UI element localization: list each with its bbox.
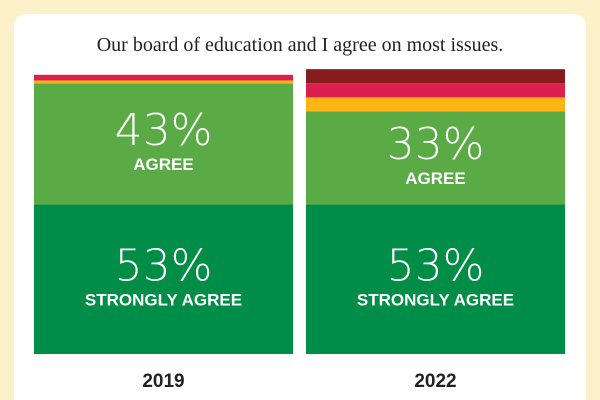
bar-2022-agree [306,111,565,205]
chart-title: Our board of education and I agree on mo… [96,34,504,56]
bar-2019-segment-2 [34,80,293,84]
data-label-2022-strongly-agree: 53% [387,240,485,291]
x-tick-label-2019: 2019 [142,371,184,392]
bar-2022-segment-2 [306,97,565,112]
segment-label-2022-agree: AGREE [405,169,465,188]
bar-2022-segment-3 [306,83,565,98]
bar-2019-strongly-agree [34,204,293,354]
bar-2019-agree [34,83,293,205]
segment-label-2019-strongly-agree: STRONGLY AGREE [85,290,242,309]
data-label-2022-agree: 33% [387,119,485,170]
x-tick-label-2022: 2022 [414,371,456,392]
segment-label-2022-strongly-agree: STRONGLY AGREE [357,290,514,309]
bar-2022-strongly-agree [306,204,565,354]
data-label-2019-strongly-agree: 53% [115,240,213,291]
bar-2022-segment-4 [306,69,565,84]
bar-2019-segment-3 [34,74,293,81]
data-label-2019-agree: 43% [115,105,213,156]
segment-label-2019-agree: AGREE [133,155,193,174]
